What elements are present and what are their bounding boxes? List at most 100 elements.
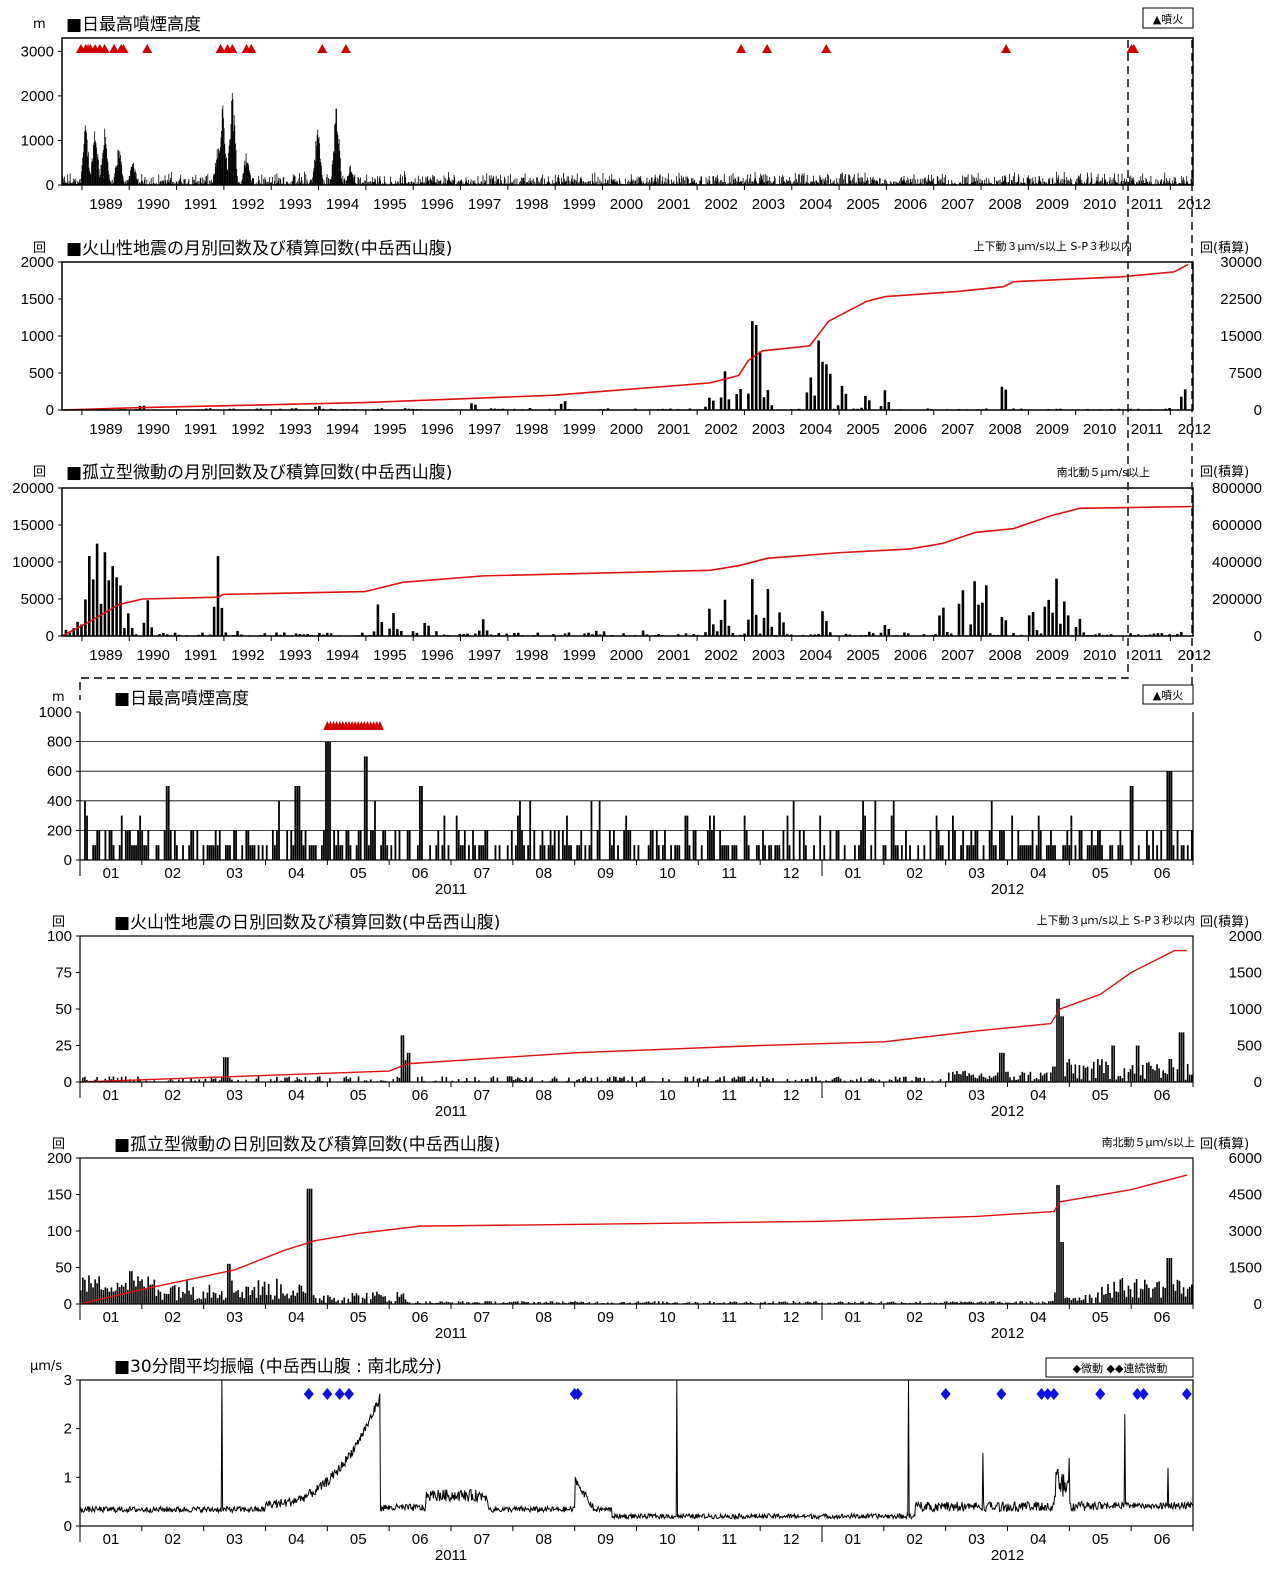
- plume-height-daily-bar-337: [768, 845, 771, 860]
- tremor-daily-bar-6: [92, 1287, 94, 1304]
- plume-height-daily-bar-84: [251, 845, 254, 860]
- tremor-daily-bar-186: [459, 1302, 462, 1304]
- tremor-daily-bar-224: [537, 1302, 540, 1304]
- plume-height-daily-bar-192: [472, 830, 474, 860]
- tremor-daily-bar-523: [1148, 1288, 1150, 1304]
- eq-daily-bar-473: [1045, 1072, 1048, 1082]
- plume-height-daily-bar-175: [437, 830, 440, 860]
- eq-daily-bar-467: [1033, 1079, 1036, 1082]
- plume-height-daily-bar-214: [517, 815, 519, 860]
- amplitude-mtick-2: 03: [226, 1531, 243, 1548]
- tremor-daily-bar-307: [706, 1302, 709, 1304]
- eq-daily-bar-244: [578, 1079, 580, 1082]
- eq-daily-mtick-7: 08: [535, 1087, 552, 1104]
- tremor-daily-bar-428: [954, 1302, 956, 1304]
- eq-daily-bar-148: [382, 1080, 384, 1082]
- tremor-daily-ytick-3: 150: [47, 1187, 72, 1204]
- tremor-daily-bar-21: [122, 1286, 125, 1304]
- tremor-monthly-xtick-0: 1989: [89, 647, 122, 664]
- tremor-daily-bar-100: [284, 1295, 286, 1304]
- tremor-daily-bar-356: [807, 1301, 809, 1304]
- eq-monthly-note: 上下動３μｍ/s以上 S-P３秒以内: [973, 239, 1132, 253]
- tremor-daily-bar-349: [792, 1301, 795, 1304]
- plume-height-daily-mtick-13: 02: [906, 865, 923, 882]
- plume-height-daily-bar-245: [580, 830, 583, 860]
- plume-height-daily-y-unit: m: [52, 690, 65, 705]
- tremor-daily-bar-192: [472, 1302, 474, 1304]
- eq-daily-bar-69: [220, 1076, 223, 1082]
- eq-daily-bar-538: [1178, 1032, 1181, 1082]
- eq-daily-bar-466: [1031, 1080, 1034, 1082]
- tremor-daily-bar-246: [582, 1301, 584, 1304]
- plume-height-daily-bar-143: [372, 830, 374, 860]
- eq-daily-bar-492: [1084, 1067, 1087, 1082]
- eq-daily-mtick-10: 11: [721, 1087, 737, 1104]
- tremor-daily-mtick-11: 12: [783, 1309, 800, 1326]
- tremor-daily-bar-249: [588, 1301, 591, 1304]
- tremor-daily-bar-104: [292, 1290, 294, 1304]
- plume-height-daily-ytick-4: 800: [47, 734, 72, 751]
- amplitude-tremor-marker-8: [1036, 1388, 1047, 1400]
- eq-monthly-xtick-4: 1993: [279, 421, 312, 438]
- tremor-daily-bar-133: [351, 1292, 354, 1304]
- plume-height-longterm-xtick-3: 1992: [231, 196, 264, 213]
- plume-height-daily-bar-240: [570, 845, 572, 860]
- plume-height-daily-bar-217: [523, 845, 525, 860]
- tremor-daily-bar-242: [574, 1301, 576, 1304]
- eq-daily-bar-274: [639, 1080, 642, 1082]
- plume-height-daily-bar-301: [694, 830, 697, 860]
- plume-height-longterm-xtick-8: 1997: [468, 196, 501, 213]
- plume-height-daily-bar-197: [482, 845, 485, 860]
- plume-height-daily-bar-340: [774, 845, 777, 860]
- plume-height-daily-bar-68: [218, 830, 221, 860]
- tremor-daily-bar-18: [116, 1282, 119, 1304]
- tremor-daily-bar-75: [233, 1292, 235, 1304]
- plume-height-daily-mtick-0: 01: [103, 865, 120, 882]
- plume-height-daily-bar-244: [578, 845, 581, 860]
- plume-height-daily-legend-box: [1142, 684, 1194, 705]
- tremor-daily-bar-491: [1082, 1299, 1085, 1304]
- tremor-daily-bar-61: [204, 1298, 207, 1304]
- tremor-daily-bar-44: [169, 1287, 172, 1304]
- plume-height-daily-bar-269: [629, 830, 632, 860]
- eq-daily-bar-214: [517, 1077, 519, 1082]
- plume-height-daily-bar-400: [896, 845, 899, 860]
- eq-daily-bar-533: [1168, 1058, 1171, 1082]
- tremor-daily-bar-32: [145, 1289, 147, 1304]
- eq-daily-bar-248: [586, 1080, 589, 1082]
- plume-height-daily-bar-126: [337, 830, 340, 860]
- plume-height-daily-bar-325: [743, 815, 746, 860]
- plume-height-daily-bar-142: [369, 830, 372, 860]
- eq-daily-bar-159: [404, 1060, 407, 1082]
- plume-height-longterm-ytick-1: 1000: [21, 132, 54, 149]
- tremor-daily-bar-50: [182, 1292, 184, 1304]
- tremor-daily-bar-315: [723, 1302, 725, 1304]
- plume-height-daily-bar-132: [349, 845, 352, 860]
- eq-daily-bar-239: [568, 1077, 570, 1082]
- plume-height-daily-bar-327: [747, 845, 750, 860]
- eq-daily-bar-525: [1152, 1069, 1154, 1082]
- plume-height-daily-ytick-2: 400: [47, 793, 72, 810]
- eq-daily-bar-312: [717, 1079, 719, 1082]
- tremor-daily-bar-154: [394, 1301, 397, 1304]
- tremor-daily-bar-65: [212, 1292, 215, 1304]
- eq-daily-bar-320: [733, 1077, 736, 1082]
- tremor-daily-bar-1: [82, 1277, 84, 1304]
- plume-height-daily-bar-452: [1003, 830, 1005, 860]
- tremor-daily-mtick-13: 02: [906, 1309, 923, 1326]
- tremor-daily-bar-29: [139, 1281, 141, 1304]
- tremor-daily-bar-40: [161, 1299, 164, 1304]
- eq-daily-bar-105: [294, 1080, 297, 1082]
- plume-height-daily-bar-211: [510, 830, 513, 860]
- eq-daily-bar-490: [1080, 1079, 1083, 1082]
- eq-daily-bar-497: [1094, 1077, 1097, 1082]
- tremor-daily-bar-427: [952, 1301, 954, 1304]
- plume-height-daily-bar-260: [610, 845, 613, 860]
- tremor-daily-bar-84: [251, 1290, 254, 1304]
- tremor-daily-bar-469: [1037, 1302, 1040, 1304]
- eq-daily-bar-265: [621, 1078, 623, 1082]
- eq-daily-bar-266: [623, 1076, 625, 1082]
- plume-height-daily-bar-475: [1050, 830, 1052, 860]
- plume-height-daily-bar-309: [711, 830, 713, 860]
- plume-height-daily-bar-193: [474, 845, 476, 860]
